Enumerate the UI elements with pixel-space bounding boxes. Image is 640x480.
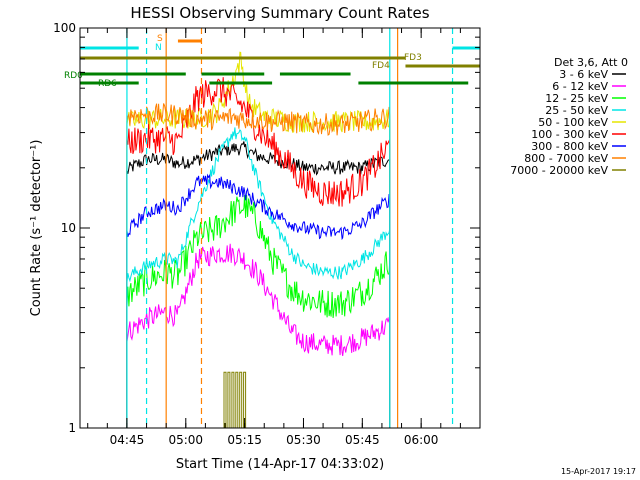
legend-label-4: 25 - 50 keV: [545, 104, 608, 117]
series-line-6: [126, 77, 391, 428]
legend-label-2: 6 - 12 keV: [552, 80, 608, 93]
series-line-7: [126, 173, 391, 428]
legend-label-6: 100 - 300 keV: [531, 128, 608, 141]
x-tick-label-5: 05:45: [345, 433, 380, 447]
y-tick-label-1: 1: [68, 421, 76, 435]
series-line-2: [126, 243, 391, 428]
x-axis-label: Start Time (14-Apr-17 04:33:02): [176, 457, 384, 472]
legend-header: Det 3,6, Att 0: [554, 56, 628, 69]
legend-label-1: 3 - 6 keV: [559, 68, 608, 81]
x-tick-label-4: 05:30: [286, 433, 321, 447]
flag-label-fd4: FD4: [372, 61, 390, 71]
series-line-3: [126, 194, 391, 428]
x-tick-label-2: 05:00: [168, 433, 203, 447]
series-line-4: [126, 127, 391, 428]
flag-label-s: S: [157, 34, 163, 44]
x-tick-label-6: 06:00: [404, 433, 439, 447]
legend-label-7: 300 - 800 keV: [531, 140, 608, 153]
plot-area: SN FD3 FD4 RD0 RD6 04:45 05:00 05:15 05:30 05:45 0…: [53, 21, 481, 447]
y-tick-label-3: 100: [53, 21, 76, 35]
series-line-5: [126, 51, 391, 428]
generation-timestamp: 15-Apr-2017 19:17: [561, 467, 636, 476]
chart-title: HESSI Observing Summary Count Rates: [130, 4, 429, 22]
legend-label-3: 12 - 25 keV: [545, 92, 608, 105]
axes-frame: [79, 27, 481, 429]
legend-label-5: 50 - 100 keV: [538, 116, 608, 129]
x-tick-label-3: 05:15: [227, 433, 262, 447]
flag-label-rd0: RD0: [64, 71, 83, 81]
series-line-9: [223, 371, 247, 429]
series-line-8: [126, 103, 391, 428]
legend-label-9: 7000 - 20000 keV: [510, 164, 608, 177]
flag-label-rd6: RD6: [98, 79, 117, 89]
flag-label-n: N: [155, 43, 162, 53]
x-tick-label-1: 04:45: [110, 433, 145, 447]
y-axis-label: Count Rate (s⁻¹ detector⁻¹): [29, 140, 44, 317]
legend-label-8: 800 - 7000 keV: [524, 152, 608, 165]
series-line-1: [126, 141, 391, 428]
y-tick-label-2: 10: [61, 221, 76, 235]
flag-label-fd3: FD3: [404, 53, 422, 63]
